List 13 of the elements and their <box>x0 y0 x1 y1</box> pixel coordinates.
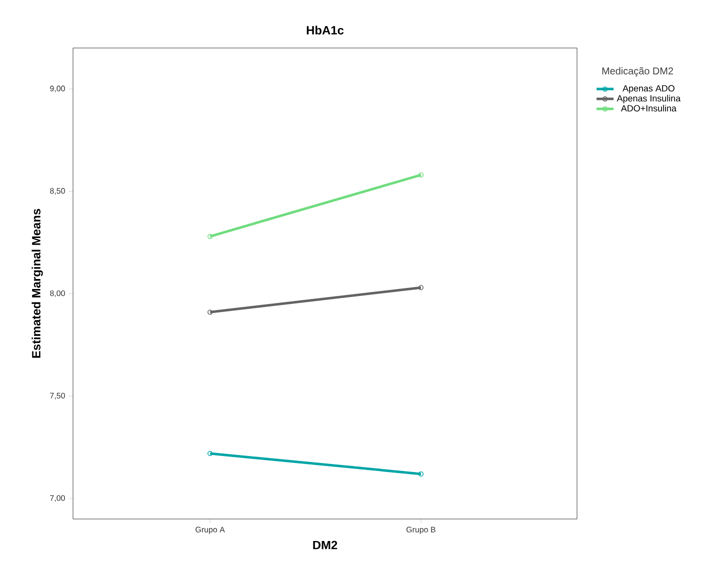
point <box>207 310 213 315</box>
point <box>207 450 213 456</box>
chart-title: HbA1c <box>306 26 344 35</box>
legend-title: Medicação DM2 <box>602 67 673 76</box>
y-axis-title: Estimated Marginal Means <box>32 208 43 358</box>
point <box>418 285 424 290</box>
legend-label: Apenas Insulina <box>616 94 681 104</box>
point <box>207 234 213 239</box>
point <box>418 471 424 477</box>
legend-label: ADO+Insulina <box>620 104 676 112</box>
x-axis-title: DM2 <box>313 540 338 550</box>
point <box>418 172 424 178</box>
legend-label: Apenas ADO <box>622 85 674 94</box>
